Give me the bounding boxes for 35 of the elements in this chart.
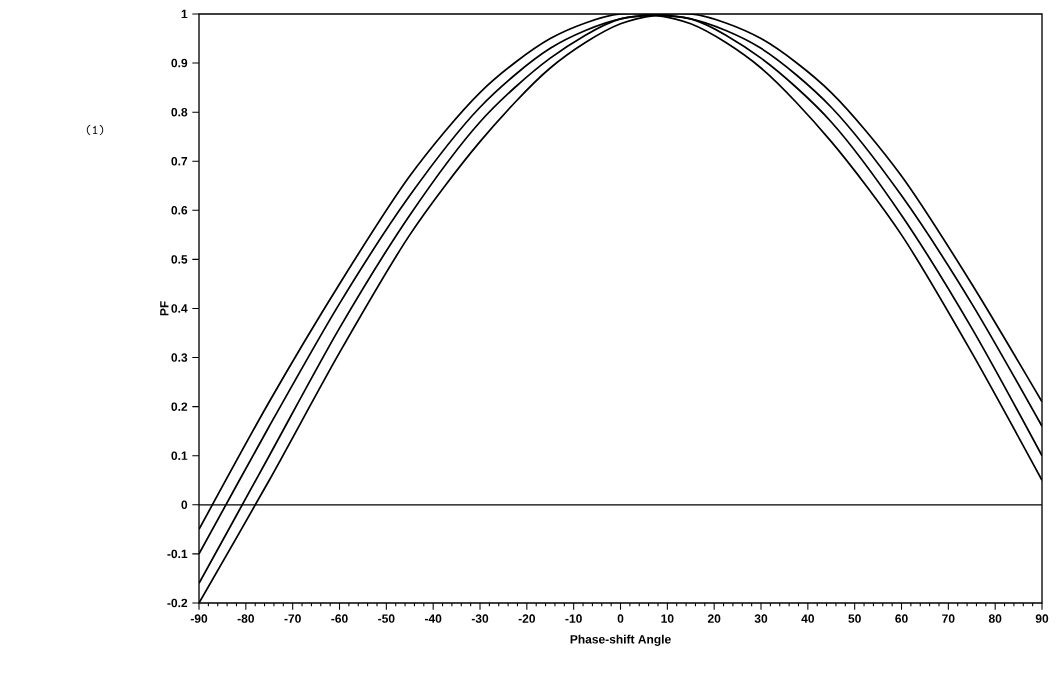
y-axis-title: PF (160, 301, 169, 316)
y-tick-label: 0 (181, 500, 188, 510)
y-tick-label: 0.9 (171, 58, 188, 68)
y-tick-label: -0.1 (167, 549, 188, 559)
y-tick-label: -0.2 (167, 598, 188, 608)
x-tick-label: -90 (190, 614, 208, 623)
y-tick-label: 1 (181, 9, 188, 19)
x-axis-title: Phase-shift Angle (570, 634, 671, 646)
y-tick-label: 0.1 (171, 451, 188, 460)
y-tick-label: 0.3 (171, 353, 188, 362)
x-tick-label: -10 (565, 614, 582, 623)
x-tick-label: -50 (378, 614, 395, 623)
y-tick-label: 0.4 (171, 304, 188, 313)
x-tick-label: 80 (988, 614, 1002, 623)
y-tick-label: 0.2 (171, 402, 188, 411)
y-tick-label: 0.7 (171, 156, 188, 166)
x-tick-label: -20 (518, 614, 536, 623)
x-tick-label: 10 (661, 614, 674, 623)
x-tick-label: 60 (895, 614, 908, 623)
text: (1) (86, 124, 104, 136)
x-tick-label: 0 (617, 614, 624, 623)
x-tick-label: 30 (754, 614, 768, 623)
x-tick-label: -70 (284, 614, 301, 623)
x-tick-label: 70 (942, 614, 955, 623)
y-tick-label: 0.5 (171, 255, 188, 264)
x-tick-label: 50 (848, 614, 861, 623)
x-tick-label: -30 (471, 614, 489, 623)
x-tick-label: 90 (1035, 614, 1049, 623)
x-tick-label: 20 (707, 614, 721, 623)
x-tick-label: -80 (237, 614, 255, 623)
y-tick-label: 0.8 (171, 107, 188, 117)
x-tick-label: -60 (331, 614, 348, 623)
y-tick-label: 0.6 (171, 206, 188, 215)
x-tick-label: -40 (424, 614, 442, 623)
x-tick-label: 40 (801, 614, 815, 623)
